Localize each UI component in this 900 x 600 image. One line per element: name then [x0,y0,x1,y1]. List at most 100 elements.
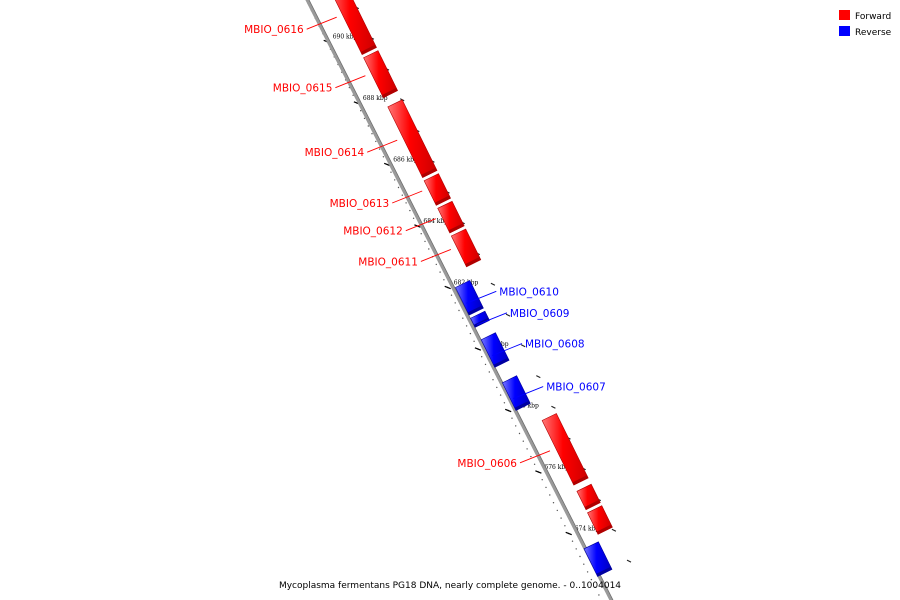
gene-end-face [514,400,531,411]
gene-label-leader [491,343,523,357]
gene-features [327,0,613,577]
scale-dot [378,148,381,150]
scale-minor-dash [626,559,632,563]
scale-dot [443,279,445,281]
scale-minor-dash [536,375,541,379]
gene-mbio-0607[interactable] [501,375,531,411]
scale-dot [454,302,456,304]
legend-item-forward[interactable]: Forward [839,10,891,22]
gene-end-face [596,524,613,535]
gene-label-leader [519,450,551,464]
scale-dot [571,540,574,542]
backbone-line-edge [308,0,614,600]
gene-label-leader [306,16,337,30]
scale-dot [598,594,600,596]
scale-dot [590,578,593,581]
gene-mbio-0611[interactable] [450,228,482,268]
gene-label: MBIO_0613 [330,198,390,210]
scale-dot [552,502,555,504]
scale-dot [424,240,426,243]
scale-dot [439,271,441,273]
genome-backbone [305,0,614,600]
gene-mbio-0613[interactable] [423,173,452,206]
gene-labels: MBIO_0616 MBIO_0615 MBIO_0614 MBIO_0613 MBIO… [244,16,606,470]
scale-dot [496,386,498,389]
gene-mbio-0612[interactable] [437,200,465,234]
gene-end-face [434,195,451,206]
scale-dot [522,440,524,442]
scale-tick-label: 676 kbp [544,464,569,471]
scale-dot [367,125,369,127]
gene-end-face [596,566,612,577]
gene-label-leader [335,75,366,89]
scale-tick-label: 688 kbp [363,95,388,102]
gene-unlabeled-13[interactable] [583,541,613,577]
gene-end-face [360,44,377,55]
gene-mbio-0606[interactable] [541,413,589,486]
gene-mbio-0616[interactable] [327,0,377,56]
gene-body [423,173,452,206]
scale-dot [428,248,430,250]
gene-label-leader [476,312,508,326]
scale-tick-label: 678 kbp [514,403,539,410]
scale-dot [473,340,475,342]
scale-tick [535,470,542,474]
gene-end-face [465,257,481,267]
scale-tick-label: 674 kbp [575,526,600,533]
scale-tick-label: 690 kbp [333,34,358,41]
gene-label-leader [392,190,423,204]
forward-swatch [839,10,850,20]
gene-label-leader [513,386,544,400]
gene-body [334,0,377,56]
scale-dot [575,548,577,550]
scale-dot [518,432,521,435]
scale-dot [503,402,506,404]
scale-dot [549,494,551,496]
gene-end-face [467,305,484,316]
gene-end-face [493,357,510,368]
gene-label-leader [466,290,497,304]
gene-label: MBIO_0609 [510,308,570,320]
gene-label: MBIO_0612 [343,226,403,238]
legend-item-reverse[interactable]: Reverse [839,26,892,38]
scale-dot [394,179,396,181]
gene-mbio-0610[interactable] [455,279,484,316]
scale-dot [499,394,502,396]
scale-dot [465,325,468,327]
scale-dot [412,217,415,219]
legend: Forward Reverse [839,10,892,38]
scale-dot [420,233,422,235]
scale-dot [390,171,392,173]
gene-mbio-0614[interactable] [387,99,438,179]
backbone-line [305,0,613,600]
gene-label-leader [405,218,436,232]
scale-dot [371,133,373,135]
gene-end-face [382,87,398,98]
gene-mbio-0615[interactable] [363,50,399,99]
gene-unlabeled-12[interactable] [587,505,613,535]
gene-unlabeled-11[interactable] [576,483,601,511]
gene-end-face [584,499,601,510]
legend-label-reverse: Reverse [855,28,892,38]
scale-tick [474,347,482,351]
scale-dot [515,425,517,427]
scale-dot [594,586,596,588]
scale-dot [526,448,528,450]
scale-dot [488,371,490,373]
gene-label: MBIO_0614 [305,147,365,159]
gene-mbio-0608[interactable] [480,332,510,368]
scale-dot [363,117,366,120]
scale-tick [444,285,451,290]
scale-dot [511,417,513,419]
gene-label: MBIO_0611 [358,256,418,268]
scale-dot [382,156,385,158]
gene-label: MBIO_0606 [457,458,517,470]
gene-label: MBIO_0610 [499,286,559,298]
scale-dot [397,186,400,189]
scale-dot [583,563,585,565]
scale-dot [360,110,362,112]
scale-dot [533,463,536,465]
scale-dot [409,209,411,212]
